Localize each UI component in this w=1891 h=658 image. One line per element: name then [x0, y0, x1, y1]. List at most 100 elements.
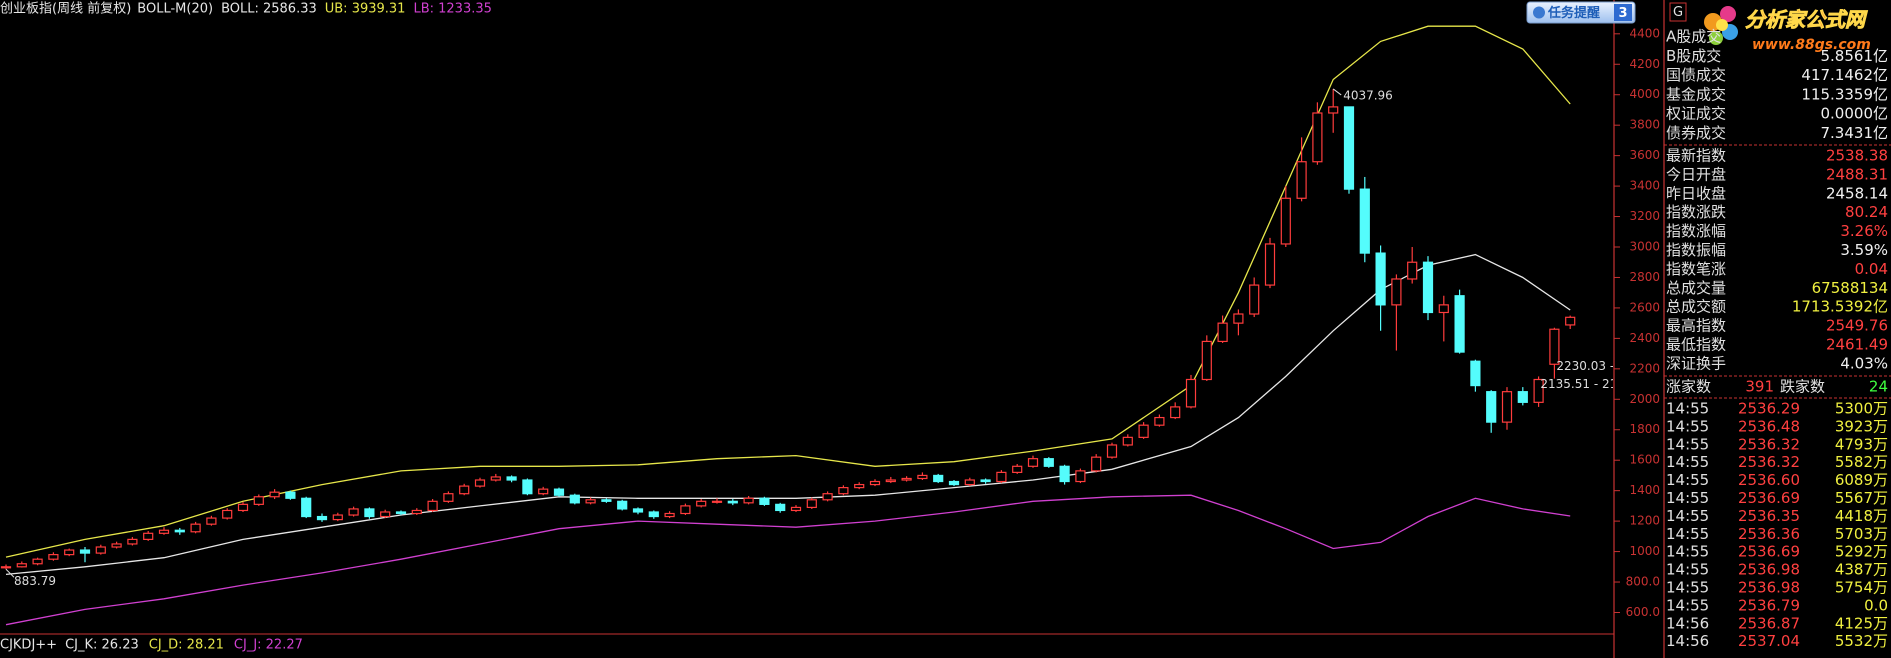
candle-body — [964, 479, 975, 486]
tab-box[interactable] — [1669, 2, 1687, 22]
high-annotation: 4037.96 — [1343, 88, 1393, 102]
tick-volume: 4418万 — [1835, 507, 1888, 525]
stat-label: 最新指数 — [1666, 147, 1726, 165]
header-item: CJ_D: 28.21 — [149, 638, 224, 653]
candle-body — [869, 480, 881, 486]
stat-label: 国债成交 — [1666, 66, 1726, 84]
candle-body — [1027, 458, 1039, 467]
candle-body — [585, 499, 596, 504]
tick-price: 2536.98 — [1738, 579, 1800, 597]
candle-body — [1154, 416, 1165, 426]
stat-value: 2461.49 — [1826, 336, 1888, 354]
candle-body — [111, 543, 122, 548]
candle-body — [364, 508, 375, 518]
tick-price: 2536.36 — [1738, 525, 1800, 543]
candle-body — [285, 491, 296, 499]
candle-body — [143, 532, 154, 540]
candle-body — [1201, 340, 1212, 381]
chart-header: 创业板指(周线 前复权) BOLL-M(20) BOLL: 2586.33 UB: 3… — [0, 1, 492, 17]
candle-body — [348, 508, 359, 516]
y-tick-label: 3200 — [1629, 209, 1660, 223]
candle-body — [1091, 456, 1102, 472]
stat-value: 115.3359亿 — [1801, 85, 1888, 103]
header-item: 创业板指(周线 前复权) — [0, 1, 131, 17]
stat-value: 0.0000亿 — [1821, 105, 1889, 123]
candle-body — [790, 506, 802, 512]
candle-body — [901, 477, 912, 481]
candle-body — [1359, 188, 1370, 254]
tick-price: 2537.04 — [1738, 632, 1800, 650]
candle-body — [0, 566, 12, 569]
tick-price: 2536.32 — [1738, 453, 1800, 471]
candle-body — [1122, 436, 1133, 446]
candle-body — [759, 497, 770, 505]
candle-body — [996, 471, 1007, 483]
candle-body — [1486, 391, 1497, 423]
tick-price: 2536.79 — [1738, 596, 1800, 614]
candle-body — [64, 549, 75, 556]
candle-body — [933, 474, 944, 483]
candle-body — [1106, 444, 1118, 458]
candle-body — [1438, 304, 1449, 314]
y-tick-label: 4400 — [1629, 26, 1660, 40]
y-tick-label: 1800 — [1629, 422, 1660, 436]
candle-body — [917, 474, 928, 480]
candle-body — [237, 503, 249, 512]
candle-body — [806, 499, 817, 509]
button-frame[interactable] — [1526, 1, 1636, 24]
stat-label: 昨日收盘 — [1666, 184, 1726, 202]
plot-area: 4037.96 883.79 2230.03 - 2 2135.51 - 213 — [0, 25, 1613, 626]
tick-volume: 6089万 — [1835, 471, 1888, 489]
tick-volume: 4387万 — [1835, 561, 1888, 579]
badge-count: 3 — [1618, 6, 1627, 21]
y-tick-label: 3400 — [1629, 179, 1660, 193]
candle-body — [395, 511, 407, 515]
candle-body — [158, 529, 170, 534]
tick-volume: 5754万 — [1835, 579, 1888, 597]
stat-label: 今日开盘 — [1666, 165, 1726, 183]
candle-body — [95, 546, 106, 554]
candle-body — [727, 500, 738, 504]
stat-value: 417.1462亿 — [1801, 66, 1888, 84]
y-tick-label: 4000 — [1629, 87, 1660, 101]
badge — [1614, 4, 1632, 21]
stat-label: 最高指数 — [1666, 317, 1726, 335]
y-tick-label: 2400 — [1629, 331, 1660, 345]
candle-body — [1454, 295, 1465, 353]
stat-value: 2458.14 — [1826, 184, 1888, 202]
stat-label: 权证成交 — [1666, 105, 1726, 123]
candle-body — [632, 508, 644, 513]
breadth-label: 跌家数 — [1780, 378, 1825, 396]
y-tick-label: 2000 — [1629, 392, 1660, 406]
task-button[interactable]: 任务提醒 3 — [1526, 1, 1636, 24]
tick-volume: 5532万 — [1835, 632, 1888, 650]
header-item: BOLL-M(20) — [137, 2, 213, 17]
y-tick-label: 600.0 — [1626, 605, 1660, 619]
tick-time: 14:56 — [1666, 632, 1709, 650]
candle-body — [190, 523, 201, 533]
candle-body — [980, 479, 991, 483]
button-label[interactable]: 任务提醒 — [1547, 5, 1600, 21]
candle-body — [506, 476, 517, 481]
y-tick-label: 1400 — [1629, 483, 1660, 497]
annotation-leader — [5, 568, 15, 578]
y-tick-label: 2800 — [1629, 270, 1660, 284]
tab-label[interactable]: G — [1673, 5, 1683, 20]
logo-center — [1716, 19, 1728, 31]
candle-body — [1059, 465, 1070, 483]
candle-body — [1328, 106, 1339, 114]
stat-value: 5.8561亿 — [1821, 47, 1889, 65]
candle-body — [838, 487, 849, 495]
stat-label: 总成交额 — [1666, 298, 1726, 316]
candle-body — [1138, 424, 1149, 438]
tick-time: 14:56 — [1666, 614, 1709, 632]
y-tick-label: 3600 — [1629, 148, 1660, 162]
candle-body — [1533, 378, 1544, 403]
y-tick-label: 2200 — [1629, 361, 1660, 375]
candle-body — [1012, 465, 1023, 473]
candle-body — [206, 517, 217, 525]
y-tick-label: 4200 — [1629, 57, 1660, 71]
